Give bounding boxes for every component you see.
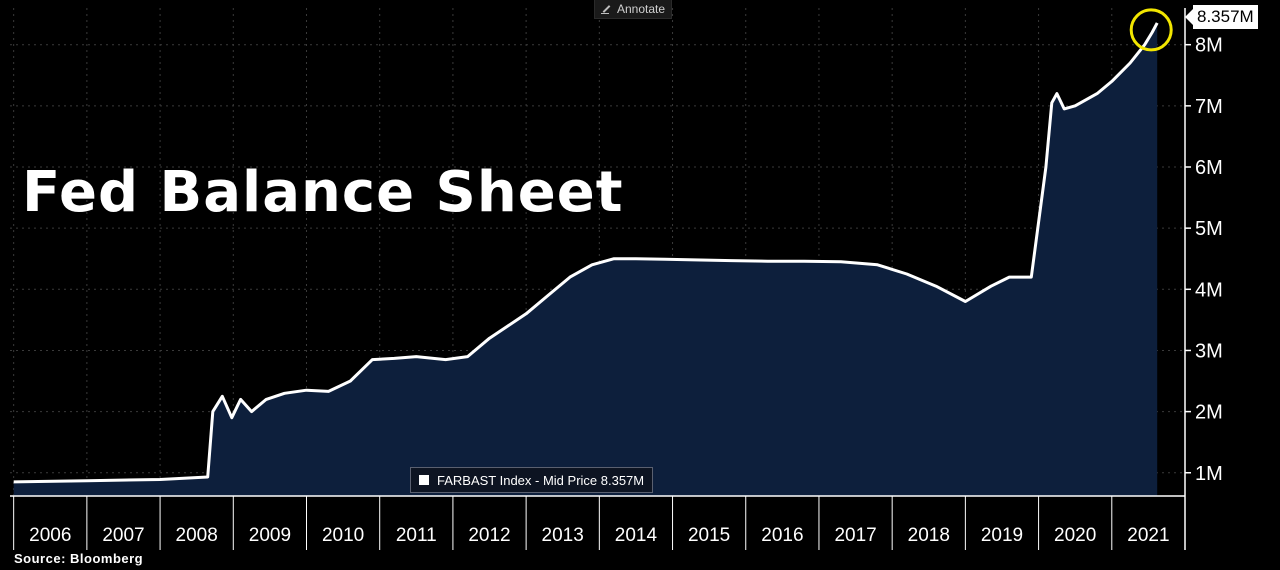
x-tick-label: 2019 bbox=[981, 525, 1023, 546]
x-tick-label: 2007 bbox=[102, 525, 144, 546]
x-tick-label: 2017 bbox=[834, 525, 876, 546]
x-tick-label: 2020 bbox=[1054, 525, 1096, 546]
x-tick-label: 2010 bbox=[322, 525, 364, 546]
x-tick-label: 2009 bbox=[249, 525, 291, 546]
axes bbox=[10, 8, 1186, 550]
x-tick-label: 2018 bbox=[908, 525, 950, 546]
x-tick-label: 2021 bbox=[1127, 525, 1169, 546]
last-price-label: 8.357M bbox=[1185, 5, 1258, 29]
x-tick-label: 2011 bbox=[396, 525, 437, 546]
overlay-title: Fed Balance Sheet bbox=[22, 160, 624, 225]
y-tick-label: 4M bbox=[1195, 279, 1223, 301]
annotate-label: Annotate bbox=[617, 2, 666, 16]
area-layer bbox=[13, 22, 1158, 497]
y-tick-label: 1M bbox=[1195, 463, 1223, 485]
y-tick-label: 7M bbox=[1195, 96, 1223, 118]
series-area bbox=[13, 22, 1158, 497]
x-tick-label: 2008 bbox=[176, 525, 218, 546]
y-tick-label: 2M bbox=[1195, 402, 1223, 424]
x-tick-label: 2014 bbox=[615, 525, 658, 546]
y-tick-label: 5M bbox=[1195, 218, 1223, 240]
y-tick-label: 8M bbox=[1195, 35, 1223, 57]
x-tick-label: 2013 bbox=[542, 525, 584, 546]
legend: FARBAST Index - Mid Price 8.357M bbox=[410, 467, 654, 493]
y-tick-label: 6M bbox=[1195, 157, 1223, 179]
legend-label: FARBAST Index - Mid Price 8.357M bbox=[437, 472, 645, 488]
legend-swatch bbox=[419, 475, 429, 485]
x-tick-label: 2012 bbox=[468, 525, 510, 546]
x-tick-label: 2006 bbox=[29, 525, 71, 546]
highlight-layer bbox=[1129, 8, 1173, 52]
line-layer bbox=[13, 22, 1159, 484]
pencil-icon bbox=[601, 4, 611, 14]
y-tick-label: 3M bbox=[1195, 341, 1223, 363]
annotate-button[interactable]: Annotate bbox=[594, 0, 673, 19]
highlight-circle bbox=[1129, 8, 1173, 52]
x-tick-label: 2016 bbox=[761, 525, 803, 546]
y-axis-ticks: 1M 2M 3M 4M 5M 6M 7M 8M bbox=[1185, 35, 1223, 485]
x-tick-label: 2015 bbox=[688, 525, 730, 546]
source-label: Source: Bloomberg bbox=[14, 551, 144, 566]
x-axis-ticks: 2006 2007 2008 2009 2010 2011 2012 2013 2014 2015… bbox=[13, 496, 1170, 550]
series-line bbox=[13, 22, 1159, 484]
